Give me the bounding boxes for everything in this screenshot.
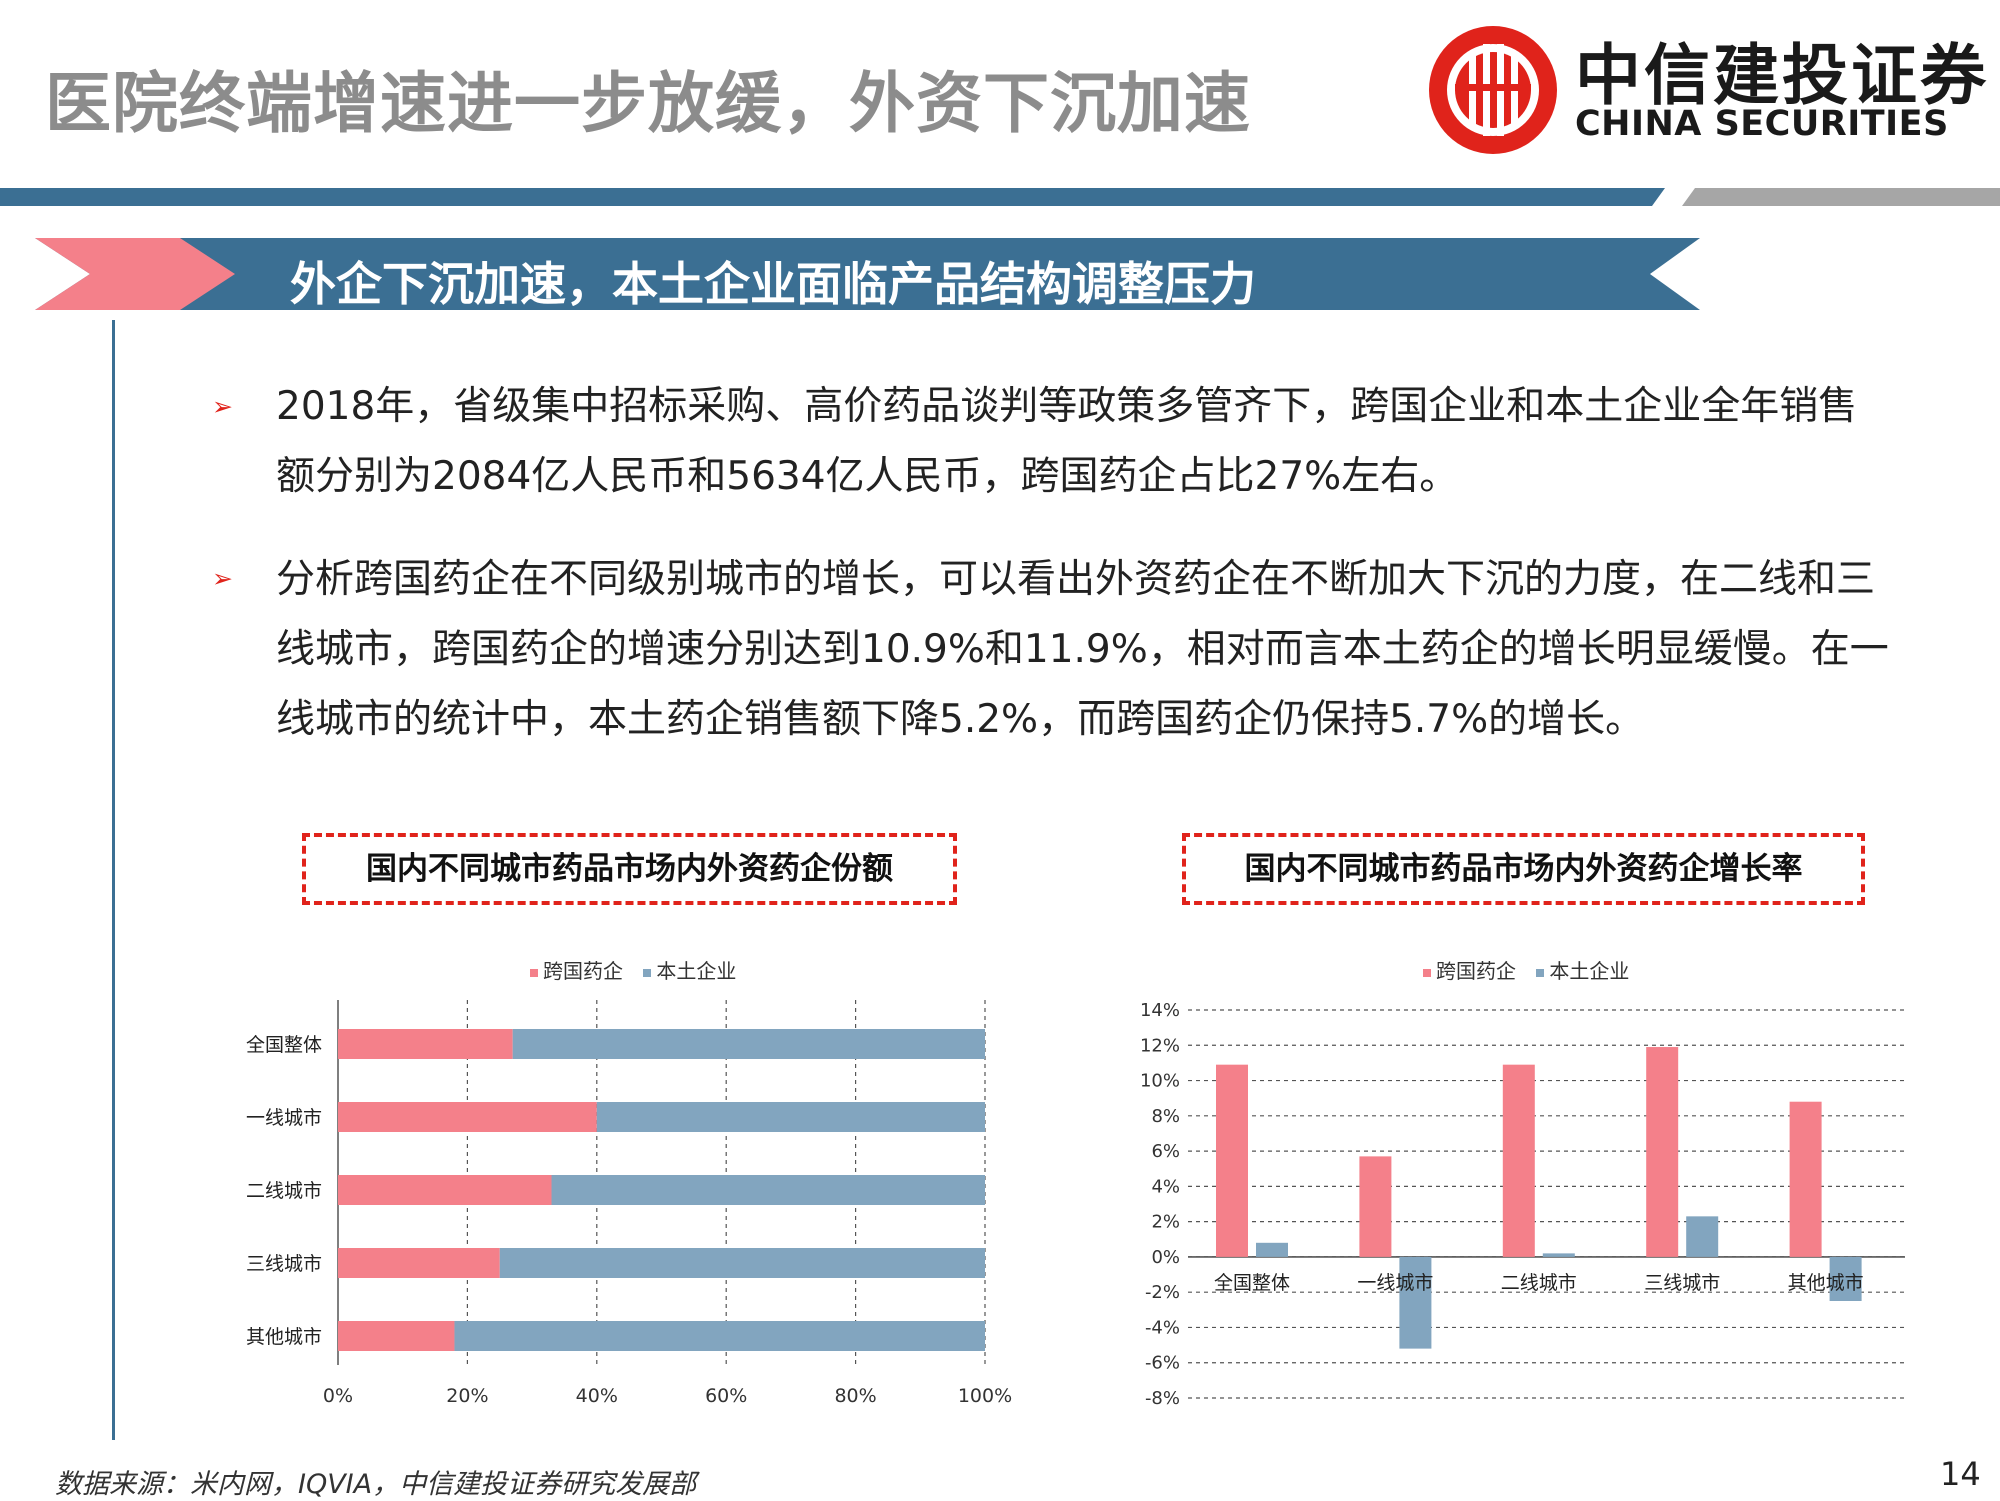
chart-1-bar-foreign — [338, 1321, 455, 1351]
bullet-2-line-1: 分析跨国药企在不同级别城市的增长，可以看出外资药企在不断加大下沉的力度，在二线和… — [276, 557, 1876, 602]
chart-2-category-label: 一线城市 — [1357, 1272, 1433, 1294]
chart-1-category-label: 三线城市 — [246, 1253, 322, 1275]
chart-1-x-tick-label: 80% — [834, 1385, 876, 1407]
chart-1-category-label: 其他城市 — [246, 1326, 322, 1348]
chart-1-bar-local — [499, 1248, 985, 1278]
page-number: 14 — [1940, 1455, 1981, 1493]
legend-item: 本土企业 — [643, 959, 736, 983]
chart-2-y-tick-label: -8% — [1145, 1388, 1180, 1409]
legend-swatch-foreign — [530, 968, 538, 977]
section-banner-title: 外企下沉加速，本土企业面临产品结构调整压力 — [290, 257, 1256, 311]
chart-1-bar-foreign — [338, 1029, 513, 1059]
bullet-arrow-icon: ➢ — [212, 564, 233, 593]
chart-2-growth-bar: 14% 12% 10% 8% 6% 4% 2% 0% -2% -4% -6% -8% 全国整体 一线城市 二… — [1140, 1000, 1905, 1409]
chart-2-bar-foreign — [1646, 1047, 1679, 1257]
chart-2-category-label: 其他城市 — [1788, 1272, 1864, 1294]
chart-1-x-tick-label: 20% — [446, 1385, 488, 1407]
legend-label: 跨国药企 — [543, 959, 623, 983]
chart-2-y-tick-label: -2% — [1145, 1282, 1180, 1303]
legend-label: 本土企业 — [1549, 959, 1630, 983]
bullet-paragraph-2: 分析跨国药企在不同级别城市的增长，可以看出外资药企在不断加大下沉的力度，在二线和… — [276, 545, 1896, 755]
legend-label: 本土企业 — [656, 959, 737, 983]
page-title: 医院终端增速进一步放缓，外资下沉加速 — [45, 65, 1251, 142]
chart-2-category-label: 三线城市 — [1644, 1272, 1720, 1294]
legend-item: 跨国药企 — [530, 959, 623, 983]
bullet-2-line-2: 线城市，跨国药企的增速分别达到10.9%和11.9%，相对而言本土药企的增长明显… — [276, 627, 1889, 672]
side-accent-line — [112, 320, 115, 1440]
chart-1-bar-foreign — [338, 1102, 597, 1132]
chart-1-bar-local — [454, 1321, 985, 1351]
legend-swatch-foreign — [1423, 968, 1431, 977]
legend-label: 跨国药企 — [1436, 959, 1516, 983]
chart-1-x-tick-label: 60% — [705, 1385, 747, 1407]
chart-2-y-tick-label: -4% — [1145, 1317, 1180, 1338]
chart-2-bar-local — [1256, 1242, 1288, 1257]
legend-swatch-local — [1536, 968, 1545, 977]
chart-1-bar-local — [512, 1029, 985, 1059]
logo-emblem-icon — [1429, 26, 1557, 154]
logo-english-text: CHINA SECURITIES — [1575, 104, 1949, 144]
chart-2-y-tick-label: 14% — [1140, 1000, 1180, 1021]
bullet-1-line-1: 2018年，省级集中招标采购、高价药品谈判等政策多管齐下，跨国企业和本土企业全年… — [276, 384, 1858, 429]
chart-1-bar-local — [596, 1102, 985, 1132]
bullet-arrow-icon: ➢ — [212, 392, 233, 421]
chart-1-bar-foreign — [338, 1248, 500, 1278]
chart-2-y-tick-label: 2% — [1151, 1212, 1180, 1233]
data-source-note: 数据来源：米内网，IQVIA，中信建投证券研究发展部 — [55, 1469, 697, 1500]
chart-2-category-label: 二线城市 — [1501, 1272, 1577, 1294]
chart-1-x-tick-label: 100% — [958, 1385, 1012, 1407]
chart-2-category-label: 全国整体 — [1214, 1272, 1290, 1294]
legend-item: 跨国药企 — [1423, 959, 1516, 983]
logo-chinese-text: 中信建投证券 — [1575, 37, 1989, 114]
header-divider — [0, 188, 2000, 206]
chart-2-bar-local — [1829, 1256, 1862, 1301]
chart-2-y-tick-label: 0% — [1151, 1247, 1180, 1268]
section-banner — [35, 238, 1700, 310]
chart-1-category-label: 一线城市 — [246, 1107, 322, 1129]
chart-2-y-tick-label: -6% — [1145, 1353, 1180, 1374]
chart-1-legend: 跨国药企 本土企业 — [530, 955, 750, 984]
chart-2-title: 国内不同城市药品市场内外资药企增长率 — [1182, 833, 1865, 905]
chart-1-bar-foreign — [338, 1175, 552, 1205]
chart-2-bar-foreign — [1359, 1156, 1392, 1257]
chart-2-bar-foreign — [1502, 1064, 1535, 1257]
chart-2-y-tick-label: 12% — [1140, 1035, 1180, 1056]
legend-item: 本土企业 — [1536, 959, 1629, 983]
chart-2-bar-local — [1399, 1256, 1432, 1349]
chart-1-category-label: 全国整体 — [246, 1034, 322, 1056]
chart-2-y-tick-label: 10% — [1140, 1071, 1180, 1092]
legend-swatch-local — [643, 968, 652, 977]
chart-2-legend: 跨国药企 本土企业 — [1423, 955, 1643, 984]
bullet-1-line-2: 额分别为2084亿人民币和5634亿人民币，跨国药企占比27%左右。 — [276, 454, 1459, 499]
chart-1-x-tick-label: 40% — [576, 1385, 618, 1407]
chart-1-x-tick-label: 0% — [323, 1385, 353, 1407]
chart-2-bar-local — [1686, 1216, 1719, 1257]
chart-2-bar-foreign — [1789, 1101, 1822, 1257]
bullet-2-line-3: 线城市的统计中，本土药企销售额下降5.2%，而跨国药企仍保持5.7%的增长。 — [276, 697, 1645, 742]
chart-2-bar-foreign — [1216, 1064, 1248, 1257]
chart-2-y-tick-label: 4% — [1151, 1176, 1180, 1197]
chart-1-category-label: 二线城市 — [246, 1180, 322, 1202]
chart-2-y-tick-label: 6% — [1151, 1141, 1180, 1162]
bullet-paragraph-1: 2018年，省级集中招标采购、高价药品谈判等政策多管齐下，跨国企业和本土企业全年… — [276, 372, 1896, 512]
chart-2-bar-local — [1542, 1253, 1575, 1257]
chart-1-title: 国内不同城市药品市场内外资药企份额 — [302, 833, 957, 905]
chart-1-bar-local — [551, 1175, 985, 1205]
chart-2-y-tick-label: 8% — [1151, 1106, 1180, 1127]
